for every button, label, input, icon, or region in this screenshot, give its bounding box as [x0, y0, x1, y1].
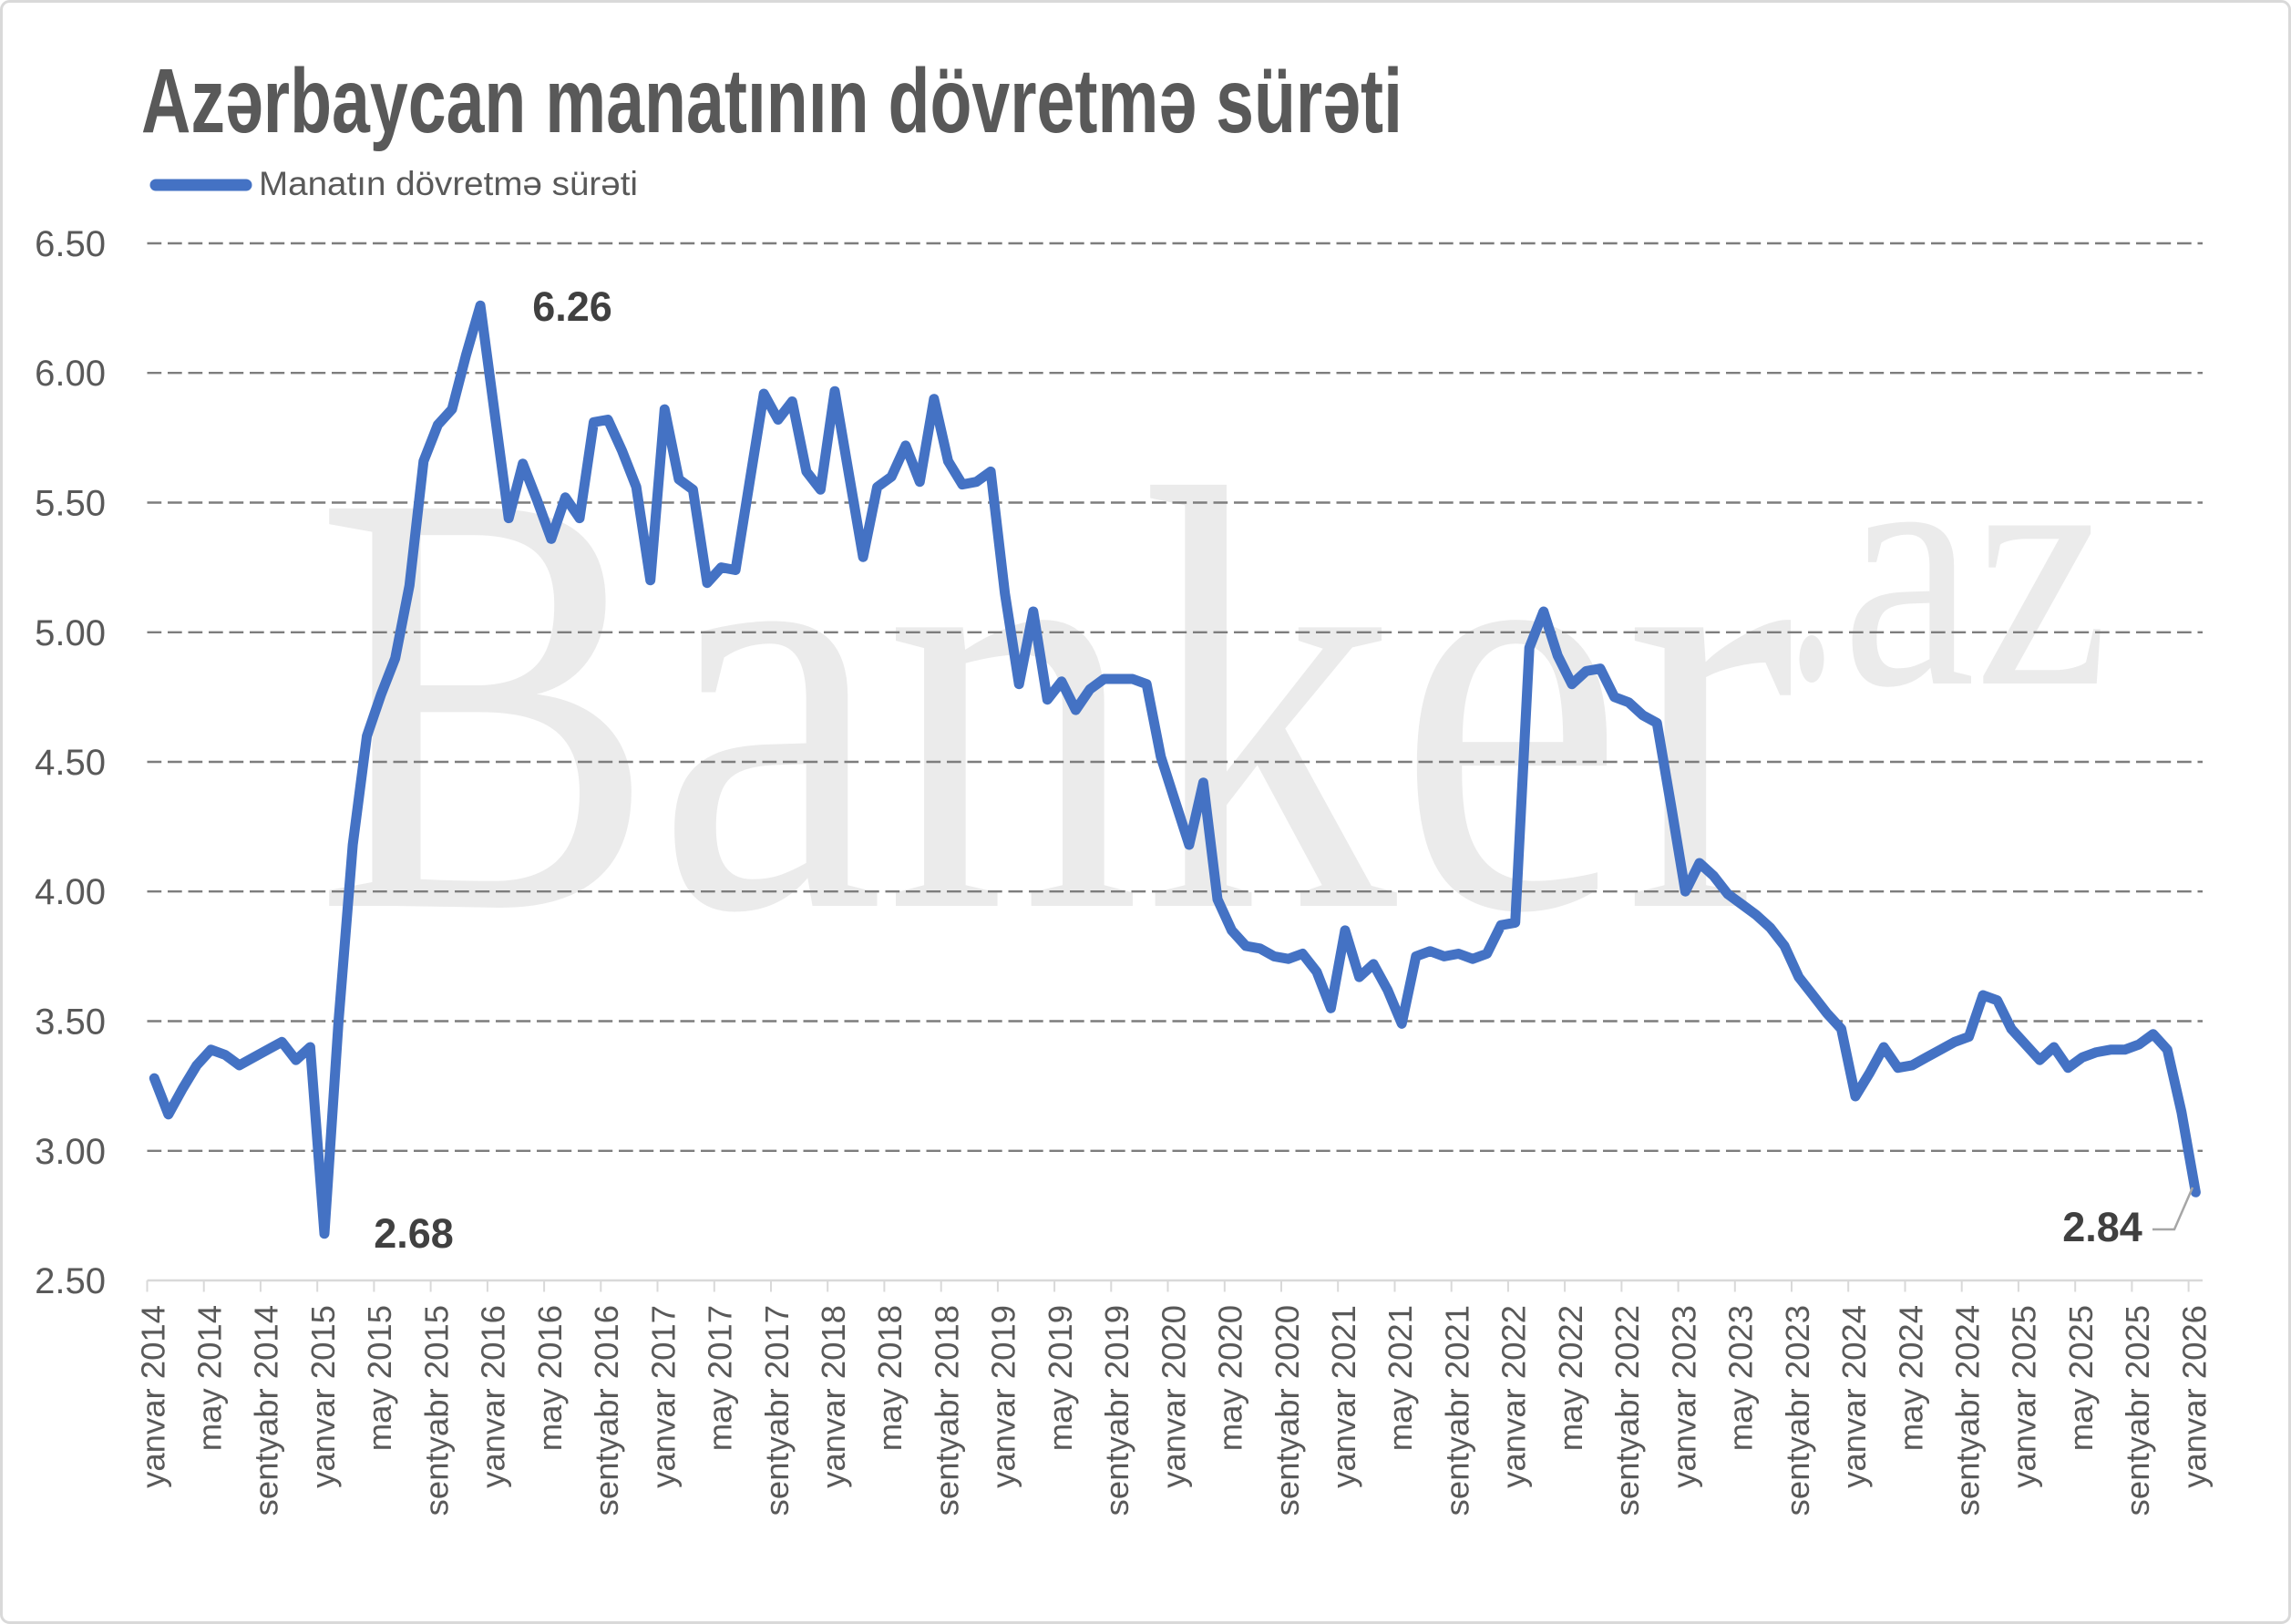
- svg-text:sentyabr 2014: sentyabr 2014: [248, 1305, 285, 1516]
- svg-text:sentyabr 2018: sentyabr 2018: [928, 1305, 965, 1516]
- svg-text:2.50: 2.50: [35, 1261, 106, 1301]
- svg-text:az: az: [1842, 376, 2109, 758]
- svg-text:yanvar 2025: yanvar 2025: [2006, 1305, 2043, 1488]
- svg-text:yanvar 2017: yanvar 2017: [644, 1305, 682, 1488]
- svg-text:yanvar 2014: yanvar 2014: [134, 1305, 171, 1488]
- svg-text:yanvar 2015: yanvar 2015: [304, 1305, 342, 1488]
- svg-text:sentyabr 2016: sentyabr 2016: [588, 1305, 625, 1516]
- svg-text:sentyabr 2017: sentyabr 2017: [758, 1305, 796, 1516]
- svg-text:6.00: 6.00: [35, 354, 106, 394]
- svg-text:4.00: 4.00: [35, 872, 106, 912]
- svg-text:sentyabr 2023: sentyabr 2023: [1779, 1305, 1816, 1516]
- svg-text:yanvar 2019: yanvar 2019: [985, 1305, 1022, 1488]
- svg-text:yanvar 2018: yanvar 2018: [815, 1305, 852, 1488]
- svg-text:may 2023: may 2023: [1722, 1305, 1760, 1451]
- svg-text:sentyabr 2021: sentyabr 2021: [1439, 1305, 1476, 1516]
- svg-text:yanvar 2016: yanvar 2016: [475, 1305, 512, 1488]
- svg-text:sentyabr 2020: sentyabr 2020: [1269, 1305, 1306, 1516]
- svg-text:Banker: Banker: [314, 366, 1795, 1038]
- svg-text:sentyabr 2022: sentyabr 2022: [1608, 1305, 1646, 1516]
- svg-text:sentyabr 2019: sentyabr 2019: [1098, 1305, 1135, 1516]
- svg-text:may 2017: may 2017: [702, 1305, 739, 1451]
- svg-text:5.50: 5.50: [35, 484, 106, 524]
- svg-text:may 2019: may 2019: [1042, 1305, 1079, 1451]
- svg-text:may 2025: may 2025: [2062, 1305, 2100, 1451]
- svg-text:may 2015: may 2015: [361, 1305, 398, 1451]
- svg-text:may 2014: may 2014: [191, 1305, 229, 1451]
- svg-text:yanvar 2024: yanvar 2024: [1835, 1305, 1873, 1488]
- svg-text:3.00: 3.00: [35, 1132, 106, 1172]
- svg-text:6.26: 6.26: [532, 283, 612, 330]
- svg-text:yanvar 2026: yanvar 2026: [2175, 1305, 2213, 1488]
- svg-text:may 2016: may 2016: [531, 1305, 569, 1451]
- svg-text:2.84: 2.84: [2062, 1204, 2142, 1250]
- svg-text:may 2021: may 2021: [1382, 1305, 1419, 1451]
- svg-text:sentyabr 2024: sentyabr 2024: [1949, 1305, 1987, 1516]
- svg-text:sentyabr 2015: sentyabr 2015: [417, 1305, 455, 1516]
- svg-text:yanvar 2021: yanvar 2021: [1325, 1305, 1362, 1488]
- svg-text:sentyabr 2025: sentyabr 2025: [2119, 1305, 2156, 1516]
- svg-text:yanvar 2023: yanvar 2023: [1665, 1305, 1702, 1488]
- svg-text:5.00: 5.00: [35, 613, 106, 653]
- svg-text:may 2020: may 2020: [1212, 1305, 1249, 1451]
- svg-text:Manatın dövretmə sürəti: Manatın dövretmə sürəti: [259, 165, 638, 202]
- svg-text:yanvar 2020: yanvar 2020: [1155, 1305, 1192, 1488]
- svg-text:may 2018: may 2018: [871, 1305, 909, 1451]
- svg-text:6.50: 6.50: [35, 224, 106, 264]
- svg-text:may 2024: may 2024: [1892, 1305, 1929, 1451]
- svg-text:3.50: 3.50: [35, 1002, 106, 1043]
- svg-text:4.50: 4.50: [35, 743, 106, 783]
- svg-text:Azərbaycan manatının dövretmə: Azərbaycan manatının dövretmə sürəti: [141, 50, 1402, 152]
- svg-text:yanvar 2022: yanvar 2022: [1495, 1305, 1533, 1488]
- svg-text:2.68: 2.68: [374, 1210, 454, 1257]
- svg-text:may 2022: may 2022: [1552, 1305, 1589, 1451]
